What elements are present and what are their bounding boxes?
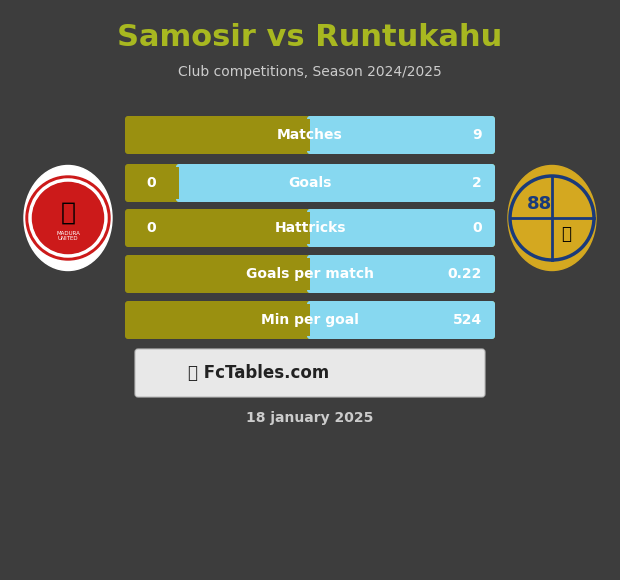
Text: Club competitions, Season 2024/2025: Club competitions, Season 2024/2025 (178, 65, 442, 79)
Text: ⚽: ⚽ (561, 225, 571, 243)
FancyBboxPatch shape (302, 212, 310, 244)
Text: 0: 0 (146, 221, 156, 235)
FancyBboxPatch shape (307, 116, 495, 154)
FancyBboxPatch shape (302, 119, 310, 151)
FancyBboxPatch shape (310, 258, 318, 290)
FancyBboxPatch shape (307, 209, 495, 247)
Text: 0.22: 0.22 (448, 267, 482, 281)
Text: 524: 524 (453, 313, 482, 327)
FancyBboxPatch shape (176, 164, 495, 202)
Text: 📊 FcTables.com: 📊 FcTables.com (188, 364, 329, 382)
FancyBboxPatch shape (125, 116, 495, 154)
FancyBboxPatch shape (307, 301, 495, 339)
Text: Min per goal: Min per goal (261, 313, 359, 327)
FancyBboxPatch shape (179, 167, 187, 199)
Text: 0: 0 (472, 221, 482, 235)
Ellipse shape (24, 165, 112, 270)
FancyBboxPatch shape (302, 258, 310, 290)
FancyBboxPatch shape (302, 304, 310, 336)
FancyBboxPatch shape (310, 304, 318, 336)
FancyBboxPatch shape (310, 212, 318, 244)
FancyBboxPatch shape (307, 255, 495, 293)
FancyBboxPatch shape (125, 164, 495, 202)
Circle shape (33, 183, 103, 253)
Text: 9: 9 (472, 128, 482, 142)
FancyBboxPatch shape (310, 119, 318, 151)
Text: Samosir vs Runtukahu: Samosir vs Runtukahu (117, 24, 503, 53)
FancyBboxPatch shape (125, 209, 495, 247)
Circle shape (26, 176, 110, 260)
FancyBboxPatch shape (125, 255, 495, 293)
Circle shape (510, 176, 594, 260)
FancyBboxPatch shape (125, 301, 495, 339)
Text: 0: 0 (146, 176, 156, 190)
FancyBboxPatch shape (171, 167, 179, 199)
Text: 2: 2 (472, 176, 482, 190)
Text: 18 january 2025: 18 january 2025 (246, 411, 374, 425)
Text: 🐉: 🐉 (61, 201, 76, 225)
Text: Goals per match: Goals per match (246, 267, 374, 281)
Text: 88: 88 (528, 195, 552, 213)
Ellipse shape (508, 165, 596, 270)
Text: MADURA
UNITED: MADURA UNITED (56, 231, 80, 241)
Text: Hattricks: Hattricks (274, 221, 346, 235)
Text: Goals: Goals (288, 176, 332, 190)
Text: Matches: Matches (277, 128, 343, 142)
FancyBboxPatch shape (135, 349, 485, 397)
